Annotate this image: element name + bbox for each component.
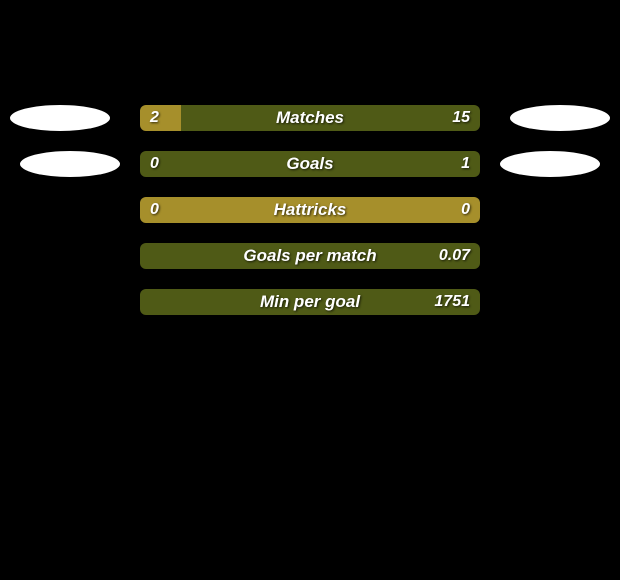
player-flag-left (10, 105, 110, 131)
player-flag-right (500, 151, 600, 177)
stat-label: Goals (140, 151, 480, 177)
stat-row: 1751Min per goal (0, 289, 620, 315)
stat-row: 01Goals (0, 151, 620, 177)
stat-label: Goals per match (140, 243, 480, 269)
stat-row: 0.07Goals per match (0, 243, 620, 269)
player-flag-right (510, 105, 610, 131)
stats-area: 215Matches 01Goals 00Hattricks 0.07Goals pe… (0, 105, 620, 315)
stat-row: 00Hattricks (0, 197, 620, 223)
stat-label: Min per goal (140, 289, 480, 315)
stat-label: Hattricks (140, 197, 480, 223)
stat-label: Matches (140, 105, 480, 131)
player-flag-left (20, 151, 120, 177)
stat-row: 215Matches (0, 105, 620, 131)
